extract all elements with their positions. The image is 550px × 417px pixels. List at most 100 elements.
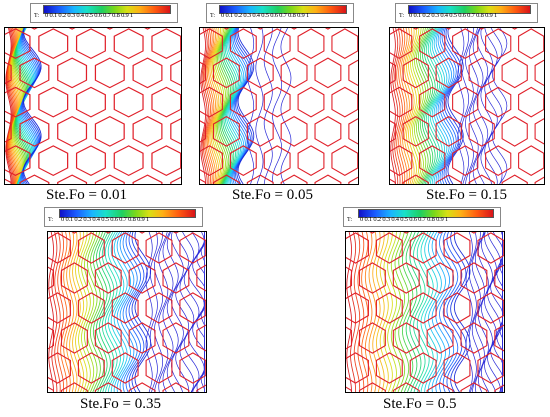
hexagon-cell bbox=[280, 116, 308, 147]
hexagon-cell bbox=[443, 232, 471, 264]
hexagon-cell bbox=[106, 28, 114, 30]
hexagon-cell bbox=[435, 174, 462, 184]
isotherm-line bbox=[431, 28, 445, 184]
hexagon-cell bbox=[452, 145, 479, 176]
isotherm-line bbox=[450, 232, 467, 392]
colorbar bbox=[43, 5, 171, 14]
hexagon-cell bbox=[170, 59, 181, 87]
field-svg bbox=[48, 232, 206, 392]
isotherm-line bbox=[179, 232, 195, 392]
hexagon-cell bbox=[257, 28, 264, 30]
isotherm-line bbox=[209, 28, 218, 184]
hexagon-cell bbox=[419, 28, 446, 59]
hexagon-cell bbox=[144, 28, 151, 30]
hexagon-cell bbox=[518, 86, 544, 118]
legend-ticks: 0 0.1 0.2 0.3 0.4 0.5 0.6 0.7 0.8 0.9 1 bbox=[45, 12, 134, 19]
isotherm-line bbox=[424, 232, 438, 392]
isotherm-line bbox=[220, 28, 233, 184]
hexagon-cell bbox=[179, 352, 206, 384]
hexagon-cell bbox=[348, 59, 358, 87]
hexagon-cell bbox=[346, 386, 353, 392]
hexagon-cell bbox=[246, 174, 274, 184]
hexagon-cell bbox=[452, 86, 479, 118]
isotherm-line bbox=[390, 28, 396, 184]
hexagon-cell bbox=[57, 116, 88, 147]
isotherm-line bbox=[420, 232, 434, 392]
hexagon-cell bbox=[358, 382, 386, 392]
hexagon-cell bbox=[19, 116, 50, 147]
hexagon-cell bbox=[478, 28, 485, 30]
isotherm-line bbox=[222, 28, 235, 184]
hexagon-cell bbox=[132, 116, 163, 147]
isotherm-line bbox=[54, 232, 61, 392]
hexagon-cell bbox=[291, 28, 298, 30]
hexagon-cell bbox=[470, 232, 477, 234]
isotherm-line bbox=[433, 28, 448, 184]
isotherm-line bbox=[75, 232, 85, 392]
isotherm-line bbox=[86, 232, 98, 392]
hexagon-cell bbox=[212, 57, 240, 89]
hexagon-cell bbox=[132, 174, 163, 184]
hexagon-cell bbox=[111, 292, 139, 324]
isotherm-line bbox=[205, 28, 213, 184]
isotherm-line bbox=[237, 28, 255, 184]
hexagon-cell bbox=[94, 174, 125, 184]
isotherm-line bbox=[383, 232, 393, 392]
hexagon-cell bbox=[48, 352, 71, 384]
temperature-field-plot bbox=[4, 27, 182, 185]
hexagon-cell bbox=[443, 352, 471, 384]
hexagon-cell bbox=[94, 322, 122, 354]
hexagon-cell bbox=[348, 118, 358, 145]
color-legend: T: 0 0.1 0.2 0.3 0.4 0.5 0.6 0.7 0.8 0.9… bbox=[343, 207, 501, 227]
isotherm-line bbox=[204, 28, 211, 184]
isotherm-line bbox=[453, 232, 471, 392]
isotherm-line bbox=[122, 232, 138, 392]
isotherm-line bbox=[175, 232, 189, 392]
hexagon-cell bbox=[419, 145, 446, 176]
hexagon-cell bbox=[196, 324, 206, 352]
hexagon-cell bbox=[426, 322, 454, 354]
temperature-field-plot bbox=[199, 27, 359, 185]
isotherm-line bbox=[357, 232, 365, 392]
field-svg bbox=[200, 28, 358, 184]
hexagon-cell bbox=[280, 57, 308, 89]
hexagon-cell bbox=[314, 116, 342, 147]
hexagon-cell bbox=[38, 86, 69, 118]
hexagon-cell bbox=[314, 174, 342, 184]
hexagon-cell bbox=[179, 232, 206, 264]
isotherm-line bbox=[413, 232, 426, 392]
colorbar bbox=[219, 5, 347, 14]
hexagon-cell bbox=[200, 86, 223, 118]
hexagon-cell bbox=[403, 232, 410, 234]
hexagon-cell bbox=[468, 174, 495, 184]
isotherm-line bbox=[353, 232, 361, 392]
isotherm-line bbox=[408, 28, 417, 184]
isotherm-line bbox=[461, 28, 470, 184]
isotherm-line bbox=[457, 28, 465, 184]
hexagon-cell bbox=[346, 326, 353, 350]
isotherm-line bbox=[401, 232, 414, 392]
hexagon-cell bbox=[390, 145, 413, 176]
hexagon-cell bbox=[485, 86, 512, 118]
color-legend: T: 0 0.1 0.2 0.3 0.4 0.5 0.6 0.7 0.8 0.9… bbox=[30, 3, 178, 23]
legend-ticks: 0 0.1 0.2 0.3 0.4 0.5 0.6 0.7 0.8 0.9 1 bbox=[61, 216, 150, 223]
hexagon-cell bbox=[477, 292, 504, 324]
isotherm-line bbox=[392, 28, 399, 184]
hexagon-cell bbox=[390, 28, 413, 59]
isotherm-line bbox=[149, 232, 158, 392]
hexagon-cell bbox=[200, 61, 207, 84]
hexagon-cell bbox=[369, 232, 376, 234]
hexagon-cell bbox=[94, 57, 125, 89]
hexagon-cell bbox=[77, 352, 105, 384]
isotherm-line bbox=[134, 232, 152, 392]
panel-caption: Ste.Fo = 0.35 bbox=[80, 396, 161, 412]
isotherm-line bbox=[247, 28, 255, 184]
hexagon-cell bbox=[71, 232, 78, 234]
hexagon-cell bbox=[346, 266, 353, 290]
isotherm-line bbox=[471, 232, 481, 392]
hexagon-cell bbox=[280, 174, 308, 184]
hexagon-cell bbox=[57, 57, 88, 89]
isotherm-line bbox=[223, 28, 236, 184]
hexagon-cell bbox=[435, 116, 462, 147]
isotherm-line bbox=[431, 232, 446, 392]
